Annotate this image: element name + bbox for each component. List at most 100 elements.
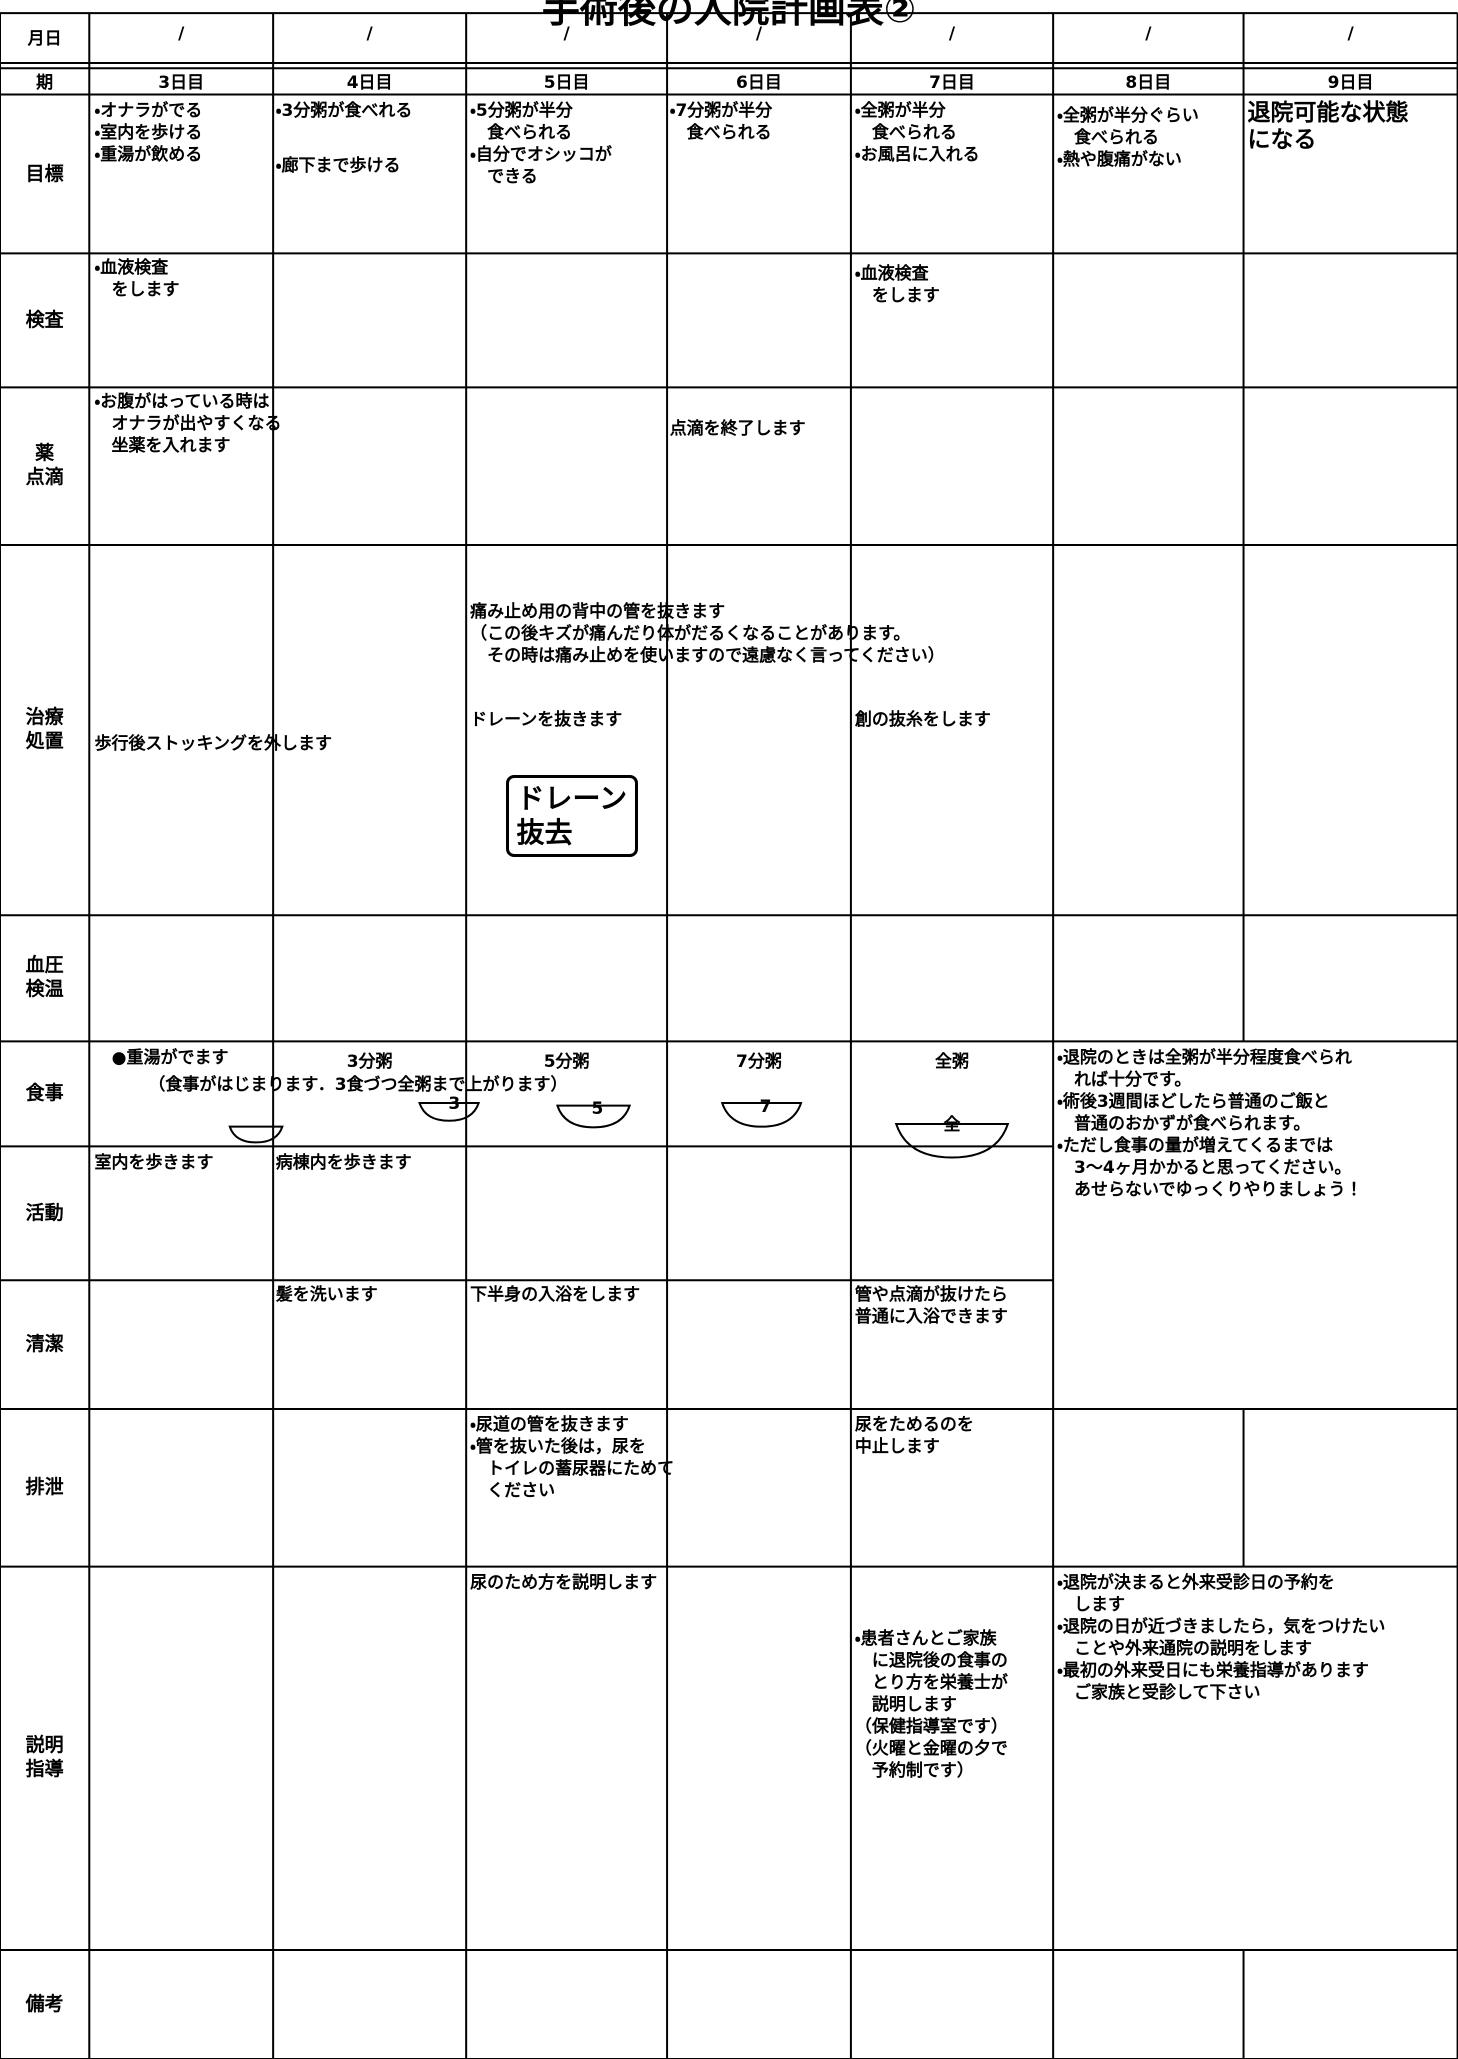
- note-line: 食べられる: [1057, 128, 1160, 149]
- row-label-line: 活動: [25, 1201, 64, 1224]
- period-cell: 4日目: [346, 73, 393, 94]
- note-line: ・室内を歩ける: [94, 122, 203, 143]
- note-line: ・退院のときは全粥が半分程度食べられ: [1057, 1047, 1352, 1068]
- note-line: ・自分でオシッコが: [470, 144, 612, 165]
- note-line: （この後キズが痛んだり体がだるくなることがあります。: [470, 624, 911, 645]
- date-cell: /: [1145, 23, 1152, 44]
- row-label: 備考: [0, 1992, 89, 2016]
- note-line: 5: [591, 1098, 604, 1119]
- note-line: ・ただし食事の量が増えてくるまでは: [1057, 1135, 1334, 1156]
- cell-note: 尿をためるのを 中止します: [855, 1414, 974, 1458]
- note-line: ・5分粥が半分: [470, 100, 573, 121]
- period-cell: 5日目: [543, 73, 590, 94]
- note-line: （食事がはじまります．3食づつ全粥まで上がります）: [148, 1075, 568, 1096]
- note-line: 食べられる: [669, 122, 772, 143]
- row-label: 食事: [0, 1081, 89, 1105]
- period-label: 期: [36, 73, 54, 94]
- row-label-line: 検査: [25, 308, 64, 331]
- note-line: 3分粥: [346, 1051, 393, 1072]
- cell-note: （食事がはじまります．3食づつ全粥まで上がります）: [148, 1074, 567, 1096]
- row-label-line: 目標: [25, 162, 64, 185]
- note-line: ・7分粥が半分: [669, 100, 773, 121]
- note-line: その時は痛み止めを使いますので遠慮なく言ってください）: [470, 646, 945, 667]
- note-line: をします: [94, 280, 180, 301]
- note-line: ・尿道の管を抜きます: [470, 1415, 629, 1436]
- cell-note: 創の抜糸をします: [855, 709, 991, 731]
- note-line: ・術後3週間ほどしたら普通のご飯と: [1057, 1091, 1330, 1112]
- note-line: 普通のおかずが食べられます。: [1057, 1113, 1311, 1134]
- note-line: 点滴を終了します: [669, 418, 806, 439]
- cell-note: ・オナラがでる ・室内を歩ける ・重湯が飲める: [95, 100, 203, 166]
- note-line: 創の抜糸をします: [854, 710, 991, 731]
- cell-note: ・お腹がはっている時は オナラが出やすくなる 坐薬を入れます: [95, 391, 282, 457]
- period-cell: 8日目: [1125, 73, 1172, 94]
- note-line: 退院可能な状態: [1247, 99, 1409, 126]
- row-label: 説明 指導: [0, 1733, 89, 1781]
- row-label: 検査: [0, 308, 89, 332]
- note-line: ドレーン: [516, 781, 628, 815]
- row-label-line: 備考: [25, 1993, 64, 2016]
- date-cell: /: [563, 23, 570, 44]
- bowl-icon: [894, 1123, 1010, 1159]
- note-line: あせらないでゆっくりやりましょう！: [1057, 1179, 1363, 1200]
- note-line: ・血液検査: [94, 258, 169, 279]
- row-label: 薬点滴: [0, 441, 89, 489]
- note-line: 7分粥: [736, 1051, 782, 1072]
- cell-note: ●重湯がでます: [112, 1047, 229, 1069]
- cell-note: 点滴を終了します: [670, 418, 806, 440]
- note-line: 病棟内を歩きます: [275, 1152, 412, 1173]
- note-line: 髪を洗います: [275, 1285, 378, 1306]
- bowl-icon: [228, 1125, 284, 1144]
- note-line: （保健指導室です）: [854, 1717, 1008, 1738]
- cell-note: ・5分粥が半分 食べられる ・自分でオシッコが できる: [470, 100, 612, 188]
- note-line: 5分粥: [543, 1051, 590, 1072]
- row-label: 排泄: [0, 1475, 89, 1499]
- cell-note: 3: [436, 1093, 473, 1115]
- date-label: 月日: [27, 28, 62, 49]
- row-label-line: 処置: [25, 730, 64, 753]
- row-label-line: 清潔: [25, 1333, 64, 1356]
- cell-note: 痛み止め用の背中の管を抜きます （この後キズが痛んだり体がだるくなることがあります…: [470, 601, 945, 667]
- note-line: ・廊下まで歩ける: [275, 155, 401, 176]
- note-line: ・オナラがでる: [94, 100, 203, 121]
- cell-note: 7分粥: [667, 1051, 851, 1073]
- note-line: 3: [448, 1093, 461, 1114]
- bowl-icon: [418, 1102, 481, 1122]
- cell-note: ・退院のときは全粥が半分程度食べられ れば十分です。 ・術後3週間ほどしたら普通の…: [1057, 1047, 1363, 1201]
- note-line: ことや外来通院の説明をします: [1057, 1638, 1313, 1659]
- row-label: 目標: [0, 162, 89, 186]
- note-line: 全粥: [935, 1051, 970, 1072]
- note-line: に退院後の食事の: [854, 1651, 1008, 1672]
- note-line: ・熱や腹痛がない: [1057, 150, 1182, 171]
- note-line: ください: [470, 1481, 556, 1502]
- row-label: 治療 処置: [0, 705, 89, 753]
- cell-note: 7: [746, 1096, 785, 1118]
- bowl-icon: [556, 1104, 632, 1129]
- row-label-line: 食事: [25, 1082, 64, 1105]
- note-line: できる: [470, 166, 538, 187]
- note-line: 3～4ヶ月かかると思ってください。: [1057, 1157, 1352, 1178]
- note-line: ・退院の日が近づきましたら，気をつけたい: [1057, 1616, 1386, 1637]
- note-line: 尿をためるのを: [854, 1415, 974, 1436]
- note-line: とり方を栄養士が: [854, 1673, 1008, 1694]
- cell-note: 5分粥: [466, 1051, 667, 1073]
- date-cell: /: [178, 23, 185, 44]
- cell-note: ・尿道の管を抜きます ・管を抜いた後は，尿を トイレの蓄尿器にためて ください: [470, 1414, 674, 1502]
- note-line: オナラが出やすくなる: [94, 414, 282, 435]
- cell-note: 3分粥: [273, 1051, 466, 1073]
- note-line: ・3分粥が食べれる: [275, 100, 413, 121]
- cell-note: 尿のため方を説明します: [470, 1572, 657, 1594]
- note-line: 食べられる: [854, 122, 957, 143]
- note-line: をします: [854, 285, 940, 306]
- date-cell: /: [948, 23, 956, 44]
- cell-note: ・退院が決まると外来受診日の予約を します ・退院の日が近づきましたら，気をつけた…: [1057, 1572, 1385, 1704]
- date-cell: /: [755, 23, 763, 44]
- note-line: トイレの蓄尿器にためて: [470, 1459, 675, 1480]
- bowl-icon: [720, 1102, 803, 1128]
- note-line: 予約制です）: [854, 1761, 974, 1782]
- note-line: 食べられる: [470, 122, 573, 143]
- row-label: 清潔: [0, 1332, 89, 1356]
- note-line: ご家族と受診して下さい: [1057, 1682, 1261, 1703]
